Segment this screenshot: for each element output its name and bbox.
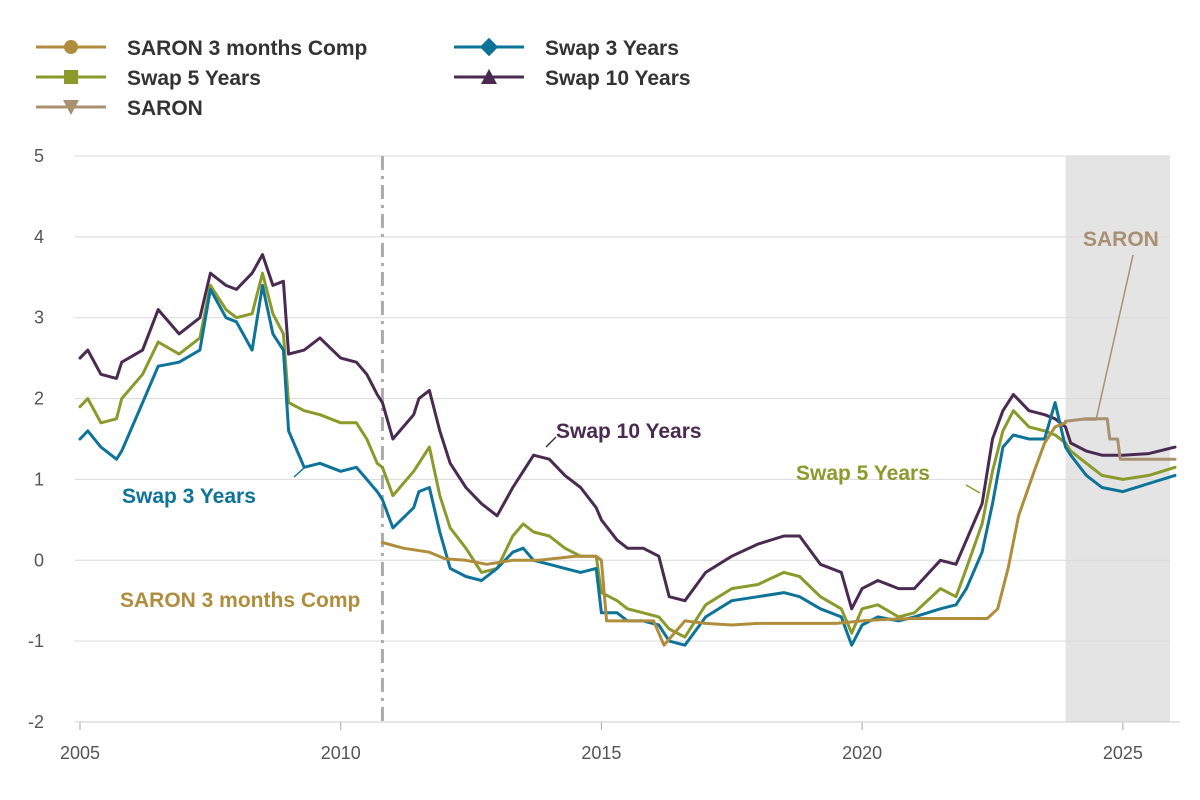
annotation-leader-saron xyxy=(1080,254,1134,421)
y-tick-label: 0 xyxy=(34,550,44,570)
annotation-swap3: Swap 3 Years xyxy=(122,485,256,508)
legend: SARON 3 months Comp Swap 3 Years Swap 5 … xyxy=(36,37,691,120)
series-line-swap10 xyxy=(78,253,1177,611)
legend-label: Swap 3 Years xyxy=(545,37,679,60)
legend-marker-square xyxy=(64,70,78,84)
series-line-swap5 xyxy=(78,271,1177,639)
annotation-leader-swap5 xyxy=(965,484,981,494)
x-tick-label: 2025 xyxy=(1103,743,1143,763)
x-tick-label: 2005 xyxy=(60,743,100,763)
legend-item-swap10[interactable]: Swap 10 Years xyxy=(454,67,691,90)
y-tick-label: 2 xyxy=(34,389,44,409)
legend-label: Swap 10 Years xyxy=(545,67,691,90)
y-tick-label: 3 xyxy=(34,308,44,328)
legend-item-swap3[interactable]: Swap 3 Years xyxy=(454,37,679,60)
legend-label: SARON xyxy=(127,97,203,120)
y-tick-label: -2 xyxy=(28,712,44,732)
x-tick-label: 2020 xyxy=(842,743,882,763)
annotation-saron: SARON xyxy=(1083,228,1159,251)
annotation-leader-swap3 xyxy=(293,467,305,478)
x-axis: 2005 2010 2015 2020 2025 xyxy=(60,722,1143,763)
legend-item-swap5[interactable]: Swap 5 Years xyxy=(36,67,261,90)
y-tick-label: 1 xyxy=(34,469,44,489)
annotation-swap10: Swap 10 Years xyxy=(556,420,702,443)
legend-marker-diamond xyxy=(479,37,499,57)
series-line-swap3 xyxy=(78,283,1177,647)
y-tick-label: -1 xyxy=(28,631,44,651)
annotations: Swap 10 Years Swap 3 Years Swap 5 Years … xyxy=(120,228,1159,612)
legend-item-saron-comp[interactable]: SARON 3 months Comp xyxy=(36,37,367,60)
legend-marker-triangle-down xyxy=(63,100,79,115)
y-tick-label: 5 xyxy=(34,146,44,166)
legend-marker-circle xyxy=(64,40,78,54)
x-tick-label: 2015 xyxy=(581,743,621,763)
annotation-swap5: Swap 5 Years xyxy=(796,462,930,485)
x-tick-label: 2010 xyxy=(321,743,361,763)
series-line-saron xyxy=(1064,417,1177,461)
legend-item-saron[interactable]: SARON xyxy=(36,97,203,120)
annotation-leader-swap10 xyxy=(545,436,557,448)
legend-label: Swap 5 Years xyxy=(127,67,261,90)
y-tick-label: 4 xyxy=(34,227,44,247)
legend-label: SARON 3 months Comp xyxy=(127,37,367,60)
series-line-saron-comp xyxy=(380,421,1067,647)
annotation-saron-comp: SARON 3 months Comp xyxy=(120,589,360,612)
y-axis: 5 4 3 2 1 0 -1 -2 xyxy=(28,146,44,732)
legend-marker-triangle-up xyxy=(481,69,497,84)
series-lines xyxy=(78,253,1177,647)
